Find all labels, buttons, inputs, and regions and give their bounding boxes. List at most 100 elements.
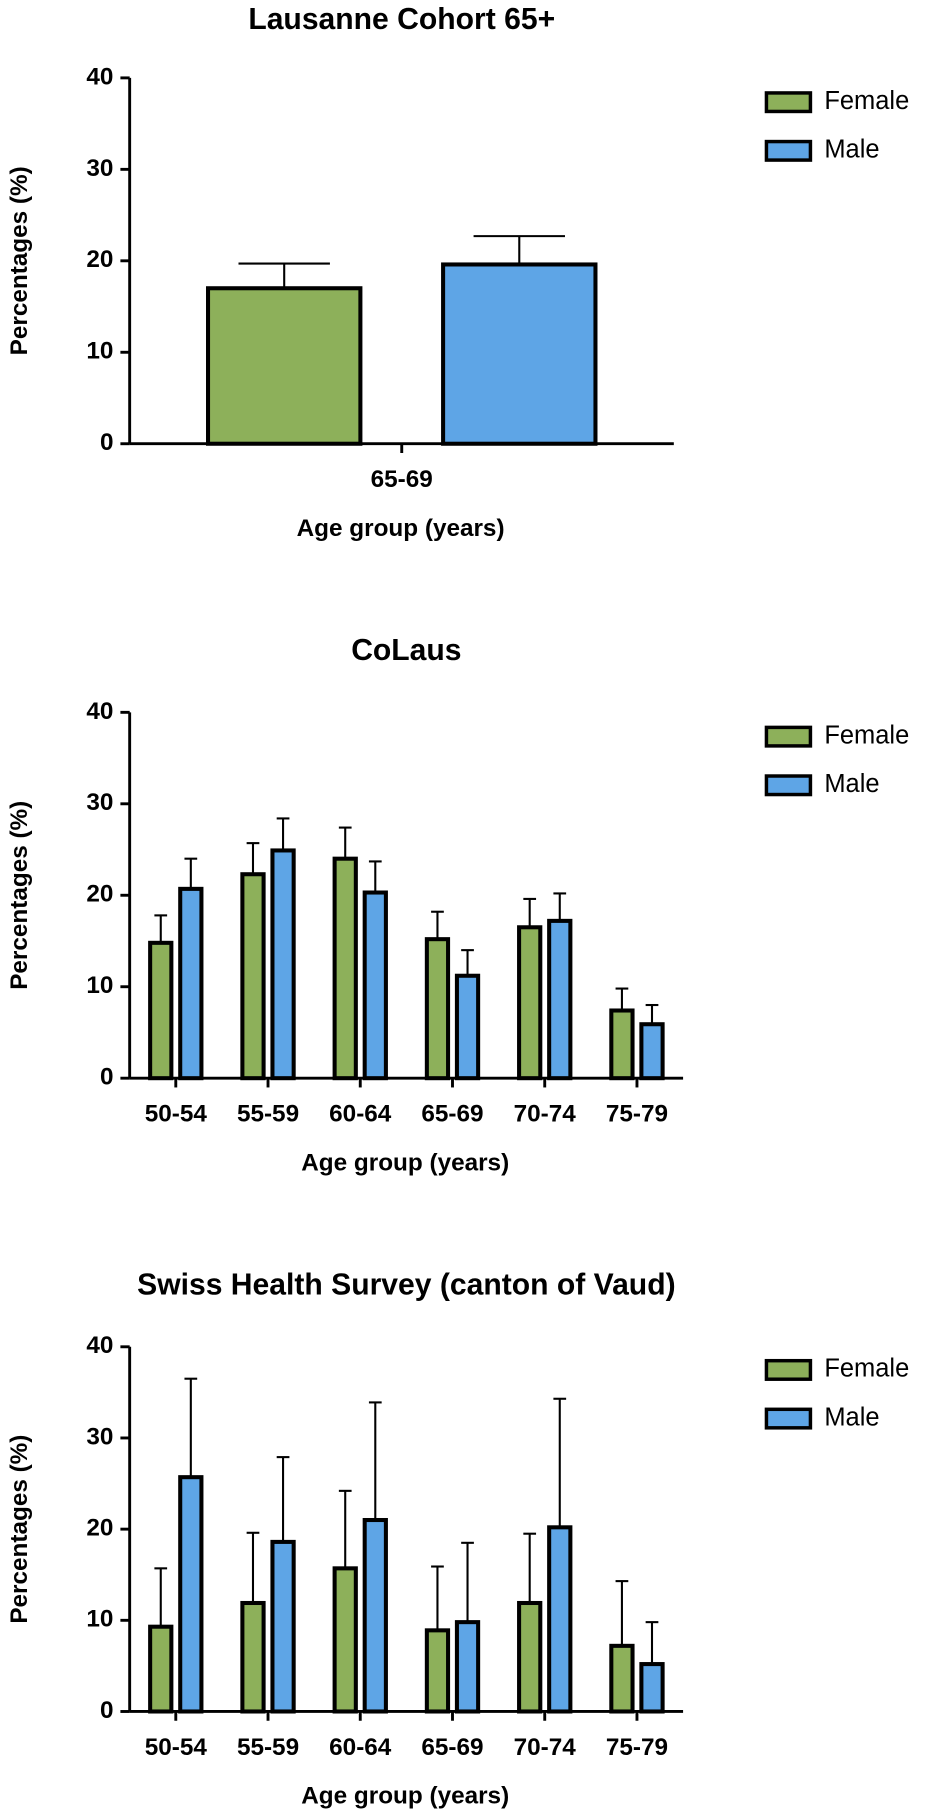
y-axis-label: Percentages (%) [6,166,33,355]
error-bar [246,842,260,875]
bar [270,848,296,1081]
y-tick-label: 30 [86,155,113,182]
bar [424,937,451,1081]
error-bar [461,1541,474,1623]
chart: Swiss Health Survey (canton of Vaud) Perc… [6,1269,909,1810]
error-bar [184,1377,198,1478]
x-tick-label: 55-59 [237,1734,299,1761]
bar [454,973,481,1081]
legend-swatch [764,91,813,114]
y-tick-label: 10 [86,1606,113,1633]
error-bar [431,1565,444,1631]
y-tick-label: 20 [86,881,113,908]
chart: CoLaus Percentages (%) Age group (years) 0 1… [6,634,909,1176]
bar [547,1525,573,1714]
error-bar [553,1397,567,1528]
y-tick-label: 20 [86,246,113,273]
x-tick-label: 55-59 [237,1101,299,1128]
error-bar [338,826,352,859]
error-bar [523,1532,537,1603]
error-bar [246,1531,260,1603]
error-bar [431,910,444,940]
x-tick-label: 70-74 [514,1734,577,1761]
x-tick-label: 65-69 [421,1734,483,1761]
chart-title: Lausanne Cohort 65+ [248,3,555,36]
bar [362,1517,388,1714]
x-axis-label: Age group (years) [297,515,505,542]
y-tick-label: 40 [86,698,113,725]
y-tick-label: 0 [100,1064,114,1091]
y-tick-label: 40 [86,1332,113,1359]
bar [332,1566,358,1714]
y-axis-label: Percentages (%) [6,1435,33,1624]
x-tick-label: 50-54 [145,1734,208,1761]
bar [206,286,363,446]
bar [178,886,204,1081]
y-tick-label: 40 [86,63,113,90]
error-bar [615,987,629,1011]
x-axis-label: Age group (years) [301,1783,509,1810]
legend-label: Female [824,87,909,115]
chart: Lausanne Cohort 65+ Percentages (%) Age gr… [6,3,909,542]
bar [240,1600,266,1714]
y-tick-label: 0 [100,429,114,456]
bar [332,856,358,1081]
bar [609,1643,635,1714]
y-axis-label: Percentages (%) [6,801,33,990]
error-bar [461,949,474,976]
error-bar [276,1456,290,1542]
legend-label: Male [824,136,879,164]
bar [424,1628,451,1714]
error-bar [276,817,290,851]
bar [148,1624,174,1714]
bar [362,890,388,1081]
legend-label: Male [824,770,879,798]
error-bar [184,857,198,889]
bar [547,918,573,1081]
bar [609,1008,635,1081]
chart-title: Swiss Health Survey (canton of Vaud) [137,1269,675,1302]
legend-swatch [764,139,813,162]
x-tick-label: 75-79 [606,1734,668,1761]
bar [454,1620,481,1714]
y-tick-label: 30 [86,789,113,816]
y-tick-label: 10 [86,338,113,365]
error-bar [338,1489,352,1569]
bar [639,1662,665,1714]
legend-swatch [764,725,813,748]
y-tick-label: 30 [86,1423,113,1450]
bar [240,872,266,1081]
legend-swatch [764,774,813,797]
x-tick-label: 65-69 [371,466,433,493]
error-bar [645,1003,659,1025]
bar [148,940,174,1081]
error-bar [154,914,168,943]
error-bar [154,1567,168,1627]
legend-label: Female [824,721,909,749]
error-bar [523,897,537,928]
error-bar [473,235,565,265]
error-bar [645,1621,659,1665]
error-bar [553,892,567,921]
error-bar [238,262,330,289]
y-tick-label: 20 [86,1515,113,1542]
bar [517,1600,543,1714]
x-tick-label: 70-74 [514,1101,577,1128]
legend-swatch [764,1358,813,1381]
error-bar [368,1401,382,1521]
bar [270,1539,296,1714]
x-tick-label: 60-64 [329,1101,392,1128]
x-tick-label: 75-79 [606,1101,668,1128]
y-tick-label: 0 [100,1697,114,1724]
error-bar [615,1580,629,1646]
legend-label: Male [824,1403,879,1431]
bar [517,925,543,1081]
legend-swatch [764,1407,813,1430]
x-tick-label: 50-54 [145,1101,208,1128]
bar [441,262,598,446]
error-bar [368,860,382,893]
y-tick-label: 10 [86,972,113,999]
legend-label: Female [824,1355,909,1383]
bar [639,1022,665,1081]
